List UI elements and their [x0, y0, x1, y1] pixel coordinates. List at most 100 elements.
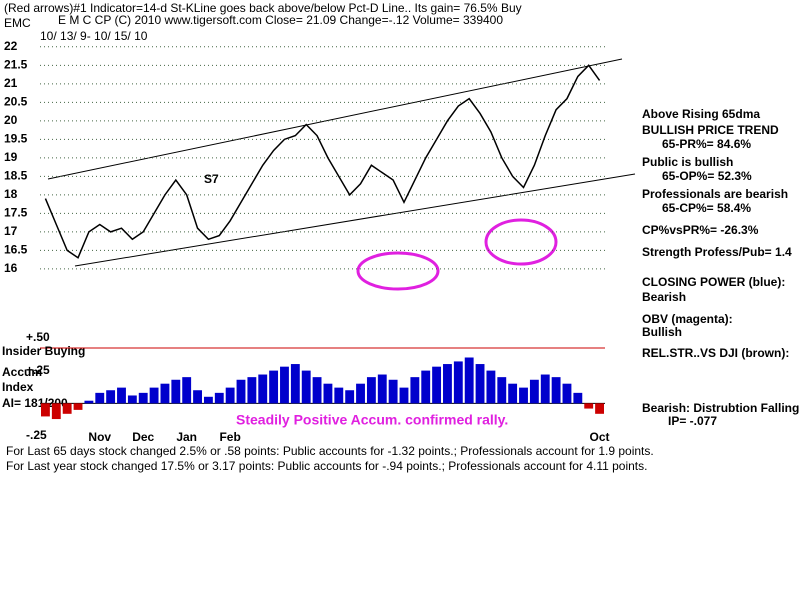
y-tick-label: 18 [4, 187, 18, 201]
y-tick-label: -.25 [26, 428, 47, 442]
accum-bar [584, 403, 594, 409]
y-tick-label: 17.5 [4, 206, 28, 220]
accum-bar [182, 377, 192, 404]
note: CP%vsPR%= -26.3% [642, 223, 759, 237]
accum-bar [573, 392, 583, 404]
accum-bar [73, 403, 83, 410]
note: BULLISH PRICE TREND [642, 123, 779, 137]
accum-bar [464, 357, 474, 404]
y-tick-label: 20.5 [4, 95, 28, 109]
note: 65-OP%= 52.3% [662, 169, 752, 183]
accum-bar [312, 377, 322, 404]
date-range: 10/ 13/ 9- 10/ 15/ 10 [40, 29, 148, 43]
accum-bar [508, 383, 518, 404]
note: REL.STR..VS DJI (brown): [642, 346, 789, 360]
y-tick-label: 18.5 [4, 169, 28, 183]
panel-label: AI= 181/200 [2, 396, 68, 410]
y-tick-label: 19.5 [4, 132, 28, 146]
channel-top [47, 58, 623, 180]
accum-bar [551, 377, 561, 404]
accum-bar [290, 364, 300, 404]
accum-bar [62, 403, 72, 414]
panel-label: Insider Buying [2, 344, 85, 358]
panel-label: S7 [204, 172, 219, 186]
accum-bar [301, 370, 311, 404]
accum-bar [138, 392, 148, 404]
y-tick-label: 16.5 [4, 243, 28, 257]
accum-bar [540, 374, 550, 404]
header-line: (Red arrows)#1 Indicator=14-d St-KLine g… [4, 1, 522, 15]
accum-bar [410, 377, 420, 404]
accum-bar [117, 387, 126, 404]
accum-bar [214, 392, 224, 404]
accum-bar [269, 370, 279, 404]
y-tick-label: 20 [4, 113, 18, 127]
note: 65-PR%= 84.6% [662, 137, 751, 151]
note: IP= -.077 [668, 414, 717, 428]
x-tick-label: Dec [132, 430, 154, 444]
accum-bar [258, 374, 268, 404]
accum-bar [193, 390, 202, 404]
x-tick-label: Nov [88, 430, 111, 444]
note: 65-CP%= 58.4% [662, 201, 751, 215]
accum-bar [160, 383, 170, 404]
footer-line: For Last 65 days stock changed 2.5% or .… [6, 444, 654, 458]
accum-bar [171, 379, 181, 404]
panel-label: Accum [2, 365, 42, 379]
accum-bar [519, 387, 528, 404]
accum-bar [443, 364, 452, 404]
accum-bar [486, 370, 496, 404]
x-tick-label: Oct [590, 430, 610, 444]
accum-bar [421, 370, 431, 404]
note: Bullish [642, 325, 682, 339]
accum-bar [203, 396, 213, 404]
accum-bar [323, 383, 333, 404]
x-tick-label: Feb [219, 430, 240, 444]
accum-bar [529, 379, 539, 404]
accum-bar [497, 377, 507, 404]
note: OBV (magenta): [642, 312, 733, 326]
accum-bar [345, 390, 355, 404]
accum-bar [475, 364, 485, 404]
accum-bar [236, 379, 246, 404]
accum-bar [41, 403, 50, 417]
note: Bearish: Distrubtion Falling. [642, 401, 800, 415]
note: CLOSING POWER (blue): [642, 275, 785, 289]
accum-bar [377, 374, 387, 404]
accum-bar [432, 366, 442, 404]
annotation: Steadily Positive Accum. confirmed rally… [236, 412, 508, 428]
accum-bar [334, 387, 344, 404]
accum-bar [453, 361, 463, 404]
y-tick-label: 22 [4, 39, 18, 53]
panel-label: Index [2, 380, 34, 394]
note: Public is bullish [642, 155, 733, 169]
header-line: E M C CP (C) 2010 www.tigersoft.com Clos… [58, 13, 503, 27]
accum-bar [595, 403, 604, 414]
note: Bearish [642, 290, 686, 304]
accum-bar [247, 377, 257, 404]
accum-bar [51, 403, 61, 420]
accum-bar [280, 366, 289, 404]
price-line [44, 64, 601, 259]
footer-line: For Last year stock changed 17.5% or 3.1… [6, 459, 647, 473]
accum-bar [356, 383, 365, 404]
accum-bar [106, 390, 116, 404]
y-tick-label: +.25 [26, 363, 50, 377]
ticker: EMC [4, 16, 31, 30]
note: Professionals are bearish [642, 187, 788, 201]
accum-bar [225, 387, 235, 404]
accum-bar [84, 400, 94, 404]
accum-bar [95, 392, 105, 404]
y-tick-label: 16 [4, 261, 18, 275]
note: Strength Profess/Pub= 1.4 [642, 245, 792, 259]
y-tick-label: 21.5 [4, 57, 28, 71]
accum-bar [127, 395, 137, 404]
y-tick-label: 17 [4, 224, 18, 238]
accum-bar [366, 377, 376, 404]
accum-bar [562, 383, 572, 404]
y-tick-label: +.50 [26, 330, 50, 344]
accum-bar [149, 387, 159, 404]
x-tick-label: Jan [176, 430, 197, 444]
accum-bar [388, 379, 398, 404]
